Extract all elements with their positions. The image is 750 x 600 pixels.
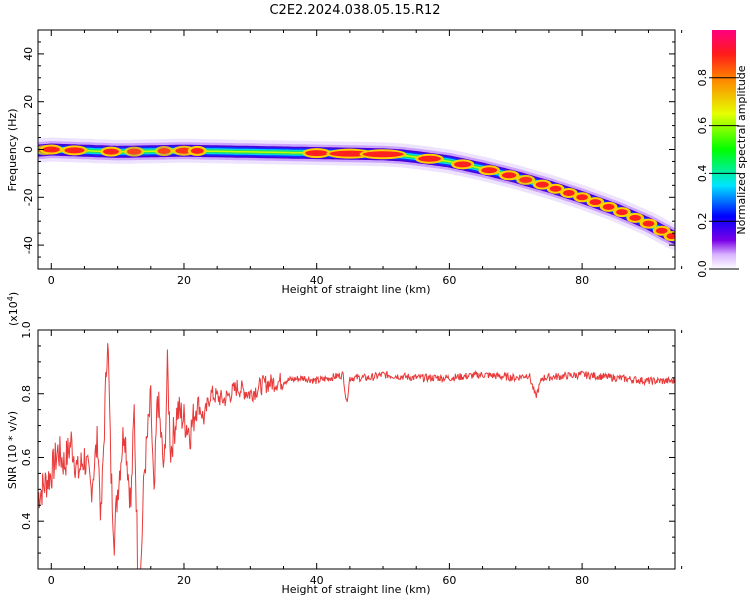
ridge-peak-22 [616, 209, 628, 216]
spectrogram-ylabel: Frequency (Hz) [6, 109, 19, 192]
snr-scale-base: (x10 [7, 301, 20, 326]
ridge-peak-14 [501, 172, 517, 179]
snr-xtick-label: 0 [48, 574, 55, 587]
ridge-peak-4 [127, 148, 142, 155]
snr-ytick-label: 0.4 [20, 512, 33, 530]
spectrogram-xlabel: Height of straight line (km) [281, 283, 430, 296]
snr-scale-exponent: 4 [6, 296, 15, 301]
ridge-peak-2 [64, 147, 85, 154]
spectrogram-ytick-label: 0 [22, 146, 35, 153]
ridge-peak-25 [655, 227, 668, 234]
chart-title: C2E2.2024.038.05.15.R12 [269, 3, 440, 18]
ridge-peak-8 [305, 150, 329, 157]
ridge-peak-1 [42, 146, 60, 153]
spectrogram-xtick-label: 20 [177, 274, 191, 287]
snr-scale-close: ) [7, 292, 20, 296]
ridge-peak-21 [602, 203, 615, 210]
colorbar-tick-label: 0.8 [696, 69, 709, 87]
snr-ylabel: SNR (10 * v/v) [6, 411, 19, 489]
spectrogram-ytick-label: 20 [22, 95, 35, 109]
snr-xtick-label: 80 [575, 574, 589, 587]
ridge-peak-11 [418, 155, 441, 162]
ridge-peak-12 [454, 161, 472, 168]
ridge-peak-26 [666, 233, 675, 240]
colorbar-tick-label: 0.0 [696, 260, 709, 278]
spectral-ridge [38, 137, 675, 250]
snr-frame [37, 329, 676, 570]
snr-xtick-label: 40 [310, 574, 324, 587]
snr-xtick-label: 60 [442, 574, 456, 587]
ridge-peak-15 [519, 176, 533, 183]
spectrogram-ticks: 0 20 40 60 80 -40 -20 0 20 40 [22, 29, 683, 287]
ridge-peak-7 [190, 147, 204, 154]
snr-ticks: 0 20 40 60 80 0.4 0.6 0.8 1.0 [20, 321, 683, 587]
colorbar-tick-label: 0.4 [696, 165, 709, 183]
spectrogram-ytick-label: 40 [22, 47, 35, 61]
snr-xlabel: Height of straight line (km) [281, 583, 430, 596]
ridge-peak-10 [362, 151, 404, 158]
snr-ytick-label: 0.6 [20, 449, 33, 467]
colorbar-gradient [712, 30, 736, 269]
ridge-peak-13 [481, 167, 498, 174]
spectrogram-ytick-label: -20 [22, 188, 35, 206]
spectrogram-frame [37, 29, 676, 270]
spectrogram-xtick-label: 0 [48, 274, 55, 287]
colorbar-tick-label: 0.6 [696, 117, 709, 135]
ridge-peak-5 [157, 148, 171, 155]
snr-ytick-label: 0.8 [20, 385, 33, 403]
snr-plot-area [38, 330, 675, 569]
ridge-peak-3 [103, 148, 119, 155]
ridge-peak-17 [549, 185, 562, 192]
ridge-peak-16 [535, 181, 549, 188]
spectrogram-ytick-label: -40 [22, 236, 35, 254]
spectrogram-xtick-label: 60 [442, 274, 456, 287]
snr-panel: 0 20 40 60 80 0.4 0.6 0.8 1.0 Height of straight… [6, 292, 683, 596]
snr-ytick-label: 1.0 [20, 321, 33, 339]
colorbar-ticks: 0.0 0.2 0.4 0.6 0.8 [696, 69, 739, 278]
spectrogram-xtick-label: 80 [575, 274, 589, 287]
colorbar: 0.0 0.2 0.4 0.6 0.8 Normalized spectral ampl… [696, 30, 748, 278]
snr-xtick-label: 20 [177, 574, 191, 587]
ridge-peak-19 [576, 194, 588, 201]
ridge-peak-23 [629, 214, 641, 221]
snr-series-line [38, 343, 675, 569]
spectrogram-xtick-label: 40 [310, 274, 324, 287]
ridge-peak-18 [563, 189, 575, 196]
ridge-peak-20 [589, 199, 602, 206]
colorbar-label: Normalized spectral amplitude [735, 65, 748, 234]
snr-scale-label: (x104) [6, 292, 20, 326]
ridge-peak-24 [642, 220, 655, 227]
spectrogram-panel: 0 20 40 60 80 -40 -20 0 20 40 Height of straight … [6, 29, 683, 296]
colorbar-tick-label: 0.2 [696, 212, 709, 230]
